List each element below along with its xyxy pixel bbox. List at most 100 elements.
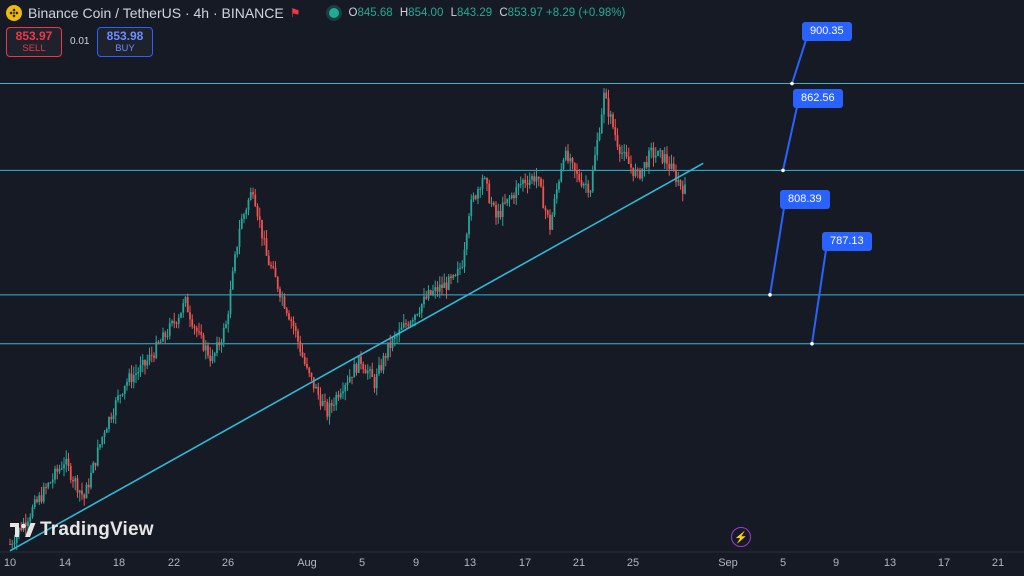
candle-body — [137, 371, 140, 374]
candle-body — [180, 312, 182, 318]
candle-body — [425, 296, 428, 299]
level-label-787-13[interactable]: 787.13 — [822, 232, 872, 251]
candle-body — [319, 394, 322, 406]
tradingview-logo[interactable]: TradingView — [10, 519, 154, 541]
candle-body — [58, 468, 61, 472]
candle-body — [524, 179, 527, 183]
lightning-icon[interactable]: ⚡ — [731, 527, 751, 547]
candle-body — [675, 169, 677, 182]
candle-body — [650, 147, 653, 151]
candle-body — [639, 169, 641, 179]
candle-body — [648, 150, 650, 168]
x-tick-label: 22 — [167, 557, 181, 569]
candle-body — [247, 199, 250, 210]
x-tick-label: 14 — [58, 557, 72, 569]
candle-body — [510, 195, 513, 199]
candle-body — [121, 393, 124, 396]
candle-body — [47, 483, 50, 488]
chart-header: Binance Coin / TetherUS · 4h · BINANCE ⚑… — [0, 0, 629, 26]
candle-body — [585, 183, 587, 185]
symbol-title[interactable]: Binance Coin / TetherUS · 4h · BINANCE — [28, 5, 284, 21]
candle-body — [679, 180, 682, 186]
candle-body — [391, 338, 394, 349]
candle-body — [452, 275, 455, 279]
sell-price: 853.97 — [15, 28, 53, 43]
candle-body — [454, 275, 457, 277]
candle-body — [652, 147, 655, 158]
candle-body — [445, 282, 448, 290]
candles — [9, 88, 686, 551]
candle-body — [504, 202, 506, 204]
candle-body — [540, 178, 542, 187]
candle-body — [492, 202, 495, 205]
candle-body — [9, 543, 11, 545]
candle-body — [117, 395, 119, 401]
candle-body — [189, 312, 191, 320]
candle-body — [470, 199, 473, 216]
candle-body — [432, 290, 434, 295]
level-label-808-39[interactable]: 808.39 — [780, 190, 830, 209]
candle-body — [582, 184, 585, 186]
candle-body — [306, 363, 308, 368]
candle-body — [429, 290, 432, 295]
candle-body — [501, 202, 504, 218]
candle-body — [405, 323, 407, 325]
candle-body — [81, 490, 83, 495]
candle-body — [621, 152, 623, 154]
candle-body — [54, 468, 56, 480]
candle-body — [38, 495, 41, 502]
candle-body — [87, 484, 90, 488]
candle-body — [463, 249, 466, 267]
candle-body — [101, 436, 104, 445]
horizontal-levels — [0, 39, 1024, 346]
candle-body — [263, 238, 266, 240]
candle-body — [148, 354, 151, 361]
candle-body — [402, 323, 405, 328]
candle-body — [560, 168, 563, 182]
candle-body — [612, 114, 614, 128]
trendline[interactable] — [9, 162, 704, 552]
candle-body — [150, 354, 153, 356]
candle-body — [618, 146, 621, 154]
candle-body — [36, 499, 38, 502]
ohlc-high-value: 854.00 — [408, 7, 444, 19]
ohlc-readout: O845.68 H854.00 L843.29 C853.97 +8.29 (+… — [349, 7, 630, 19]
ohlc-open-key: O — [348, 7, 358, 19]
candle-body — [400, 327, 403, 330]
ohlc-close-value: 853.97 +8.29 (+0.98%) — [507, 7, 626, 19]
flag-icon[interactable]: ⚑ — [289, 6, 301, 20]
bnb-coin-icon — [6, 5, 22, 21]
candle-body — [193, 326, 196, 328]
level-anchor-dot — [810, 341, 814, 346]
level-anchor-dot — [781, 168, 785, 173]
buy-button[interactable]: 853.98 BUY — [97, 27, 153, 57]
candle-body — [168, 323, 171, 336]
candle-body — [616, 135, 619, 147]
level-label-862-56[interactable]: 862.56 — [793, 89, 843, 108]
candle-body — [90, 472, 92, 488]
candle-body — [479, 188, 482, 190]
sell-button[interactable]: 853.97 SELL — [6, 27, 62, 57]
candle-body — [357, 356, 360, 373]
candle-body — [495, 204, 497, 218]
candle-body — [555, 189, 558, 199]
candle-body — [589, 191, 592, 193]
candle-body — [40, 495, 43, 502]
candle-body — [546, 210, 549, 215]
candle-body — [252, 192, 254, 195]
candle-body — [600, 114, 603, 133]
trendline-line[interactable] — [9, 162, 704, 552]
level-label-900-35[interactable]: 900.35 — [802, 22, 852, 41]
x-tick-label: 5 — [358, 557, 366, 569]
candle-body — [531, 176, 533, 180]
candle-body — [294, 326, 297, 331]
candle-body — [20, 527, 23, 531]
candle-body — [153, 355, 155, 358]
candle-body — [202, 334, 205, 351]
candle-body — [663, 154, 666, 163]
level-anchor-dot — [790, 81, 794, 86]
candle-body — [222, 328, 225, 343]
candle-body — [15, 534, 18, 543]
